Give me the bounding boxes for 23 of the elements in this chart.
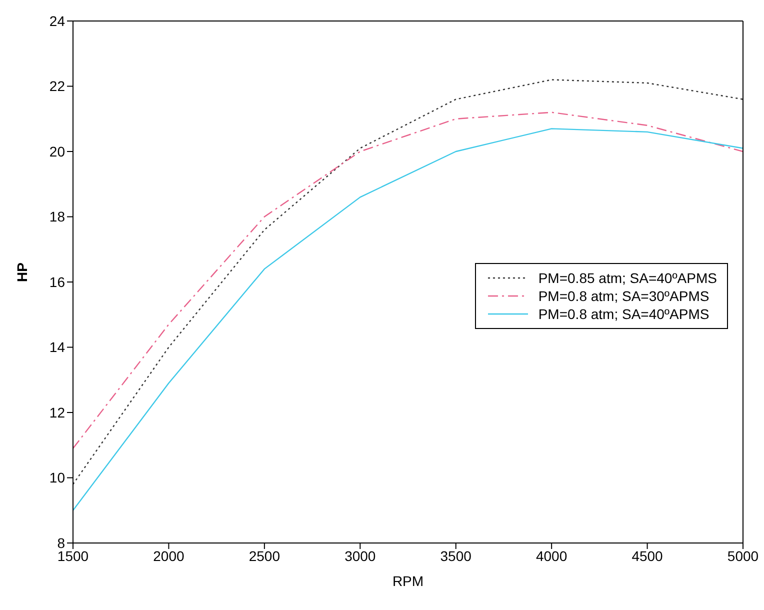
y-tick-label: 20 [49, 143, 66, 160]
x-tick-label: 2000 [153, 548, 184, 564]
legend-label: PM=0.8 atm; SA=40ºAPMS [538, 306, 710, 322]
x-tick-label: 5000 [727, 548, 759, 564]
line-series [73, 128, 743, 511]
legend-label: PM=0.85 atm; SA=40ºAPMS [538, 270, 717, 286]
x-axis-title: RPM [392, 573, 424, 589]
y-tick-label: 24 [49, 12, 66, 29]
x-tick-label: 2500 [248, 548, 280, 564]
y-tick-label: 14 [49, 339, 66, 356]
y-tick-label: 18 [49, 208, 66, 225]
y-axis-title: HP [14, 262, 30, 282]
x-tick-label: 3500 [440, 548, 472, 564]
line-series [73, 112, 743, 449]
legend-label: PM=0.8 atm; SA=30ºAPMS [538, 288, 710, 304]
x-tick-label: 4500 [632, 548, 664, 564]
line-series [73, 79, 743, 485]
y-tick-label: 10 [49, 470, 66, 486]
x-tick-label: 3000 [344, 548, 376, 564]
x-tick-label: 4000 [536, 548, 568, 564]
y-tick-label: 16 [49, 274, 66, 290]
y-tick-label: 22 [49, 78, 66, 94]
y-tick-label: 12 [49, 404, 66, 420]
